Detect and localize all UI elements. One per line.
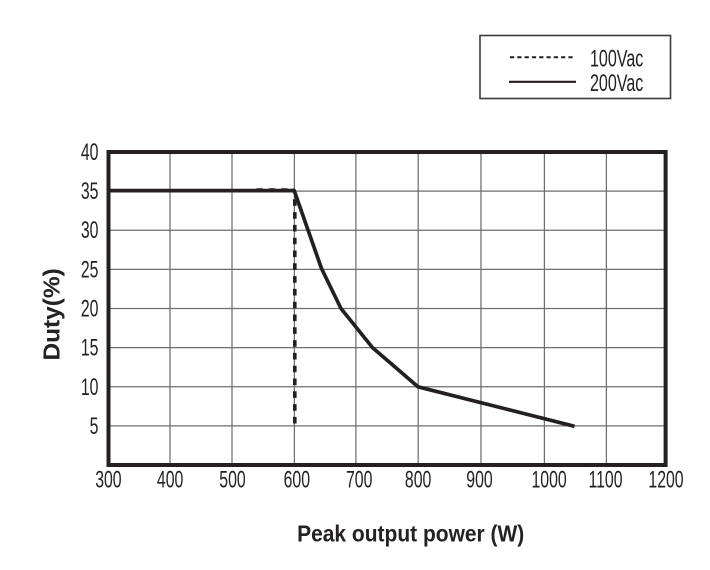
svg-text:200Vac: 200Vac <box>590 71 643 97</box>
svg-text:500: 500 <box>219 467 245 493</box>
svg-text:300: 300 <box>95 467 121 493</box>
svg-text:15: 15 <box>81 336 99 362</box>
svg-text:10: 10 <box>81 375 99 401</box>
svg-text:700: 700 <box>346 467 372 493</box>
svg-text:1100: 1100 <box>588 467 622 493</box>
svg-text:1200: 1200 <box>648 467 683 493</box>
svg-text:5: 5 <box>90 414 99 440</box>
svg-text:400: 400 <box>157 467 183 493</box>
svg-text:1000: 1000 <box>531 467 566 493</box>
svg-text:Duty(%): Duty(%) <box>39 268 65 360</box>
svg-text:25: 25 <box>81 257 99 283</box>
svg-text:35: 35 <box>81 179 99 205</box>
svg-text:600: 600 <box>284 467 310 493</box>
svg-text:Peak output power (W): Peak output power (W) <box>297 521 524 547</box>
svg-text:100Vac: 100Vac <box>590 47 643 73</box>
svg-text:20: 20 <box>81 296 99 322</box>
svg-text:30: 30 <box>81 218 99 244</box>
svg-text:40: 40 <box>81 140 99 166</box>
svg-text:900: 900 <box>466 467 492 493</box>
svg-text:800: 800 <box>405 467 431 493</box>
